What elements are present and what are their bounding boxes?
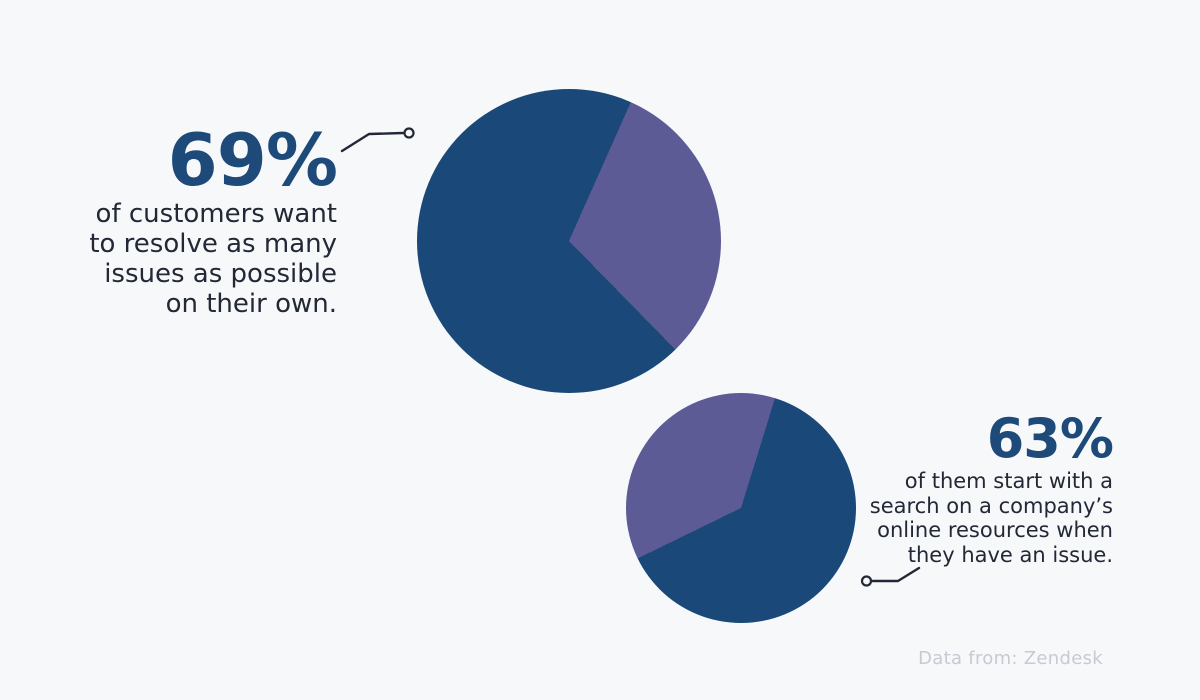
connector-63 (860, 566, 921, 587)
caption-line: of them start with a (904, 469, 1113, 493)
caption-line: to resolve as many (89, 229, 337, 259)
stat-69-caption: of customers want to resolve as many iss… (7, 199, 337, 319)
caption-line: of customers want (95, 199, 337, 229)
caption-line: on their own. (165, 289, 337, 319)
stat-69-value: 69% (167, 118, 338, 202)
pie-chart-69 (417, 89, 721, 393)
caption-line: online resources when (877, 518, 1113, 542)
caption-line: they have an issue. (907, 542, 1113, 567)
data-source-note: Data from: Zendesk (918, 648, 1103, 669)
pie-chart-63 (626, 393, 856, 623)
stat-63-value: 63% (986, 407, 1114, 470)
stat-block-63: 63% of them start with a search on a com… (783, 407, 1114, 567)
caption-line: issues as possible (104, 259, 337, 289)
caption-line: search on a company’s (869, 493, 1113, 518)
stat-63-caption: of them start with a search on a company… (783, 469, 1113, 567)
stat-block-69: 69% of customers want to resolve as many… (7, 118, 338, 319)
connector-69 (340, 127, 415, 153)
